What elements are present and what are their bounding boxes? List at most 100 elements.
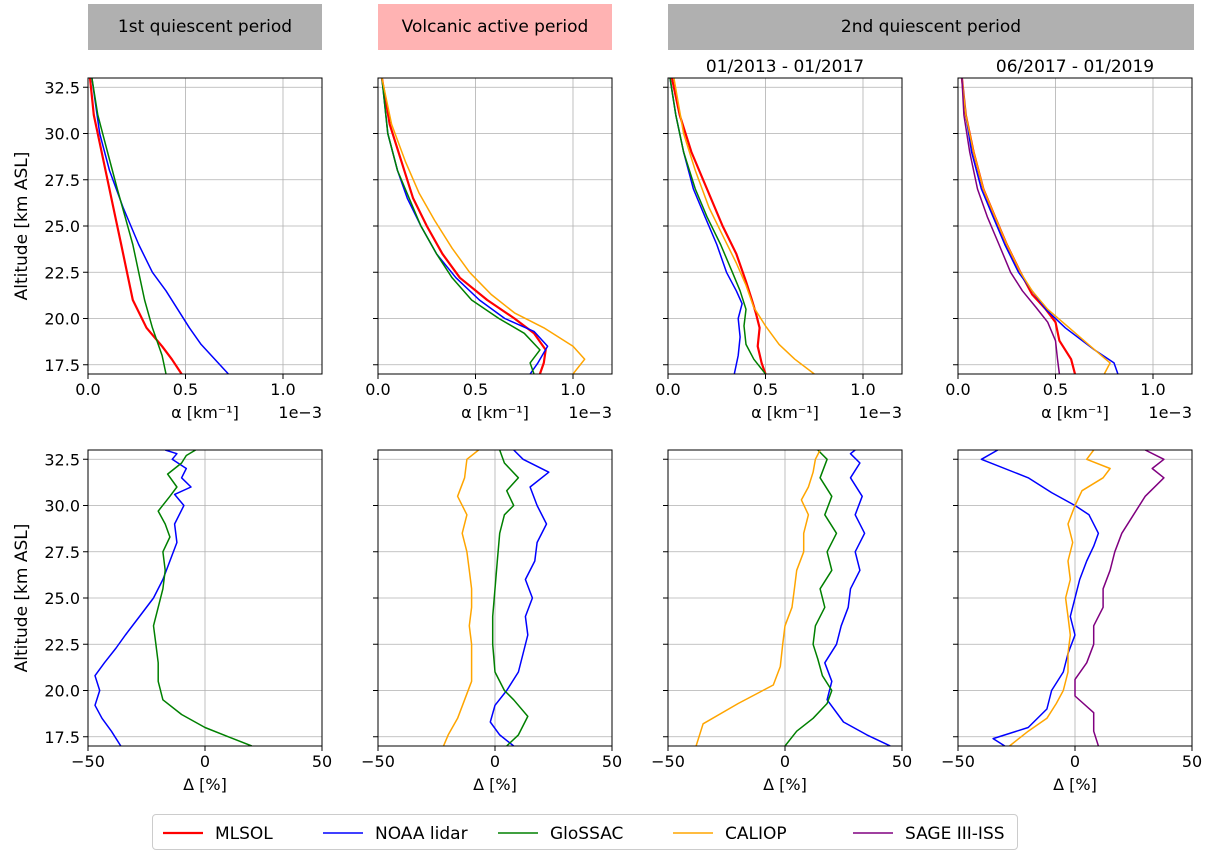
- series-line-mlsol: [88, 78, 183, 374]
- x-offset-label: 1e−3: [278, 403, 322, 422]
- series-line-sage-iii-iss: [961, 78, 1061, 374]
- x-tick-label: 0.0: [75, 380, 100, 399]
- series-group: [960, 78, 1119, 374]
- x-tick-label: 1.0: [1140, 380, 1165, 399]
- panel-r1c4: 0.0 0.5 1.0 α [km⁻¹] 1e−3 06/2017 - 01/2019: [945, 57, 1193, 422]
- x-tick-label: 50: [892, 752, 912, 771]
- series-group: [980, 450, 1165, 746]
- x-tick-label: 0.5: [1043, 380, 1068, 399]
- series-line-caliop: [961, 78, 1111, 374]
- y-tick-label: 27.5: [44, 171, 80, 190]
- legend-label-glossac: GloSSAC: [550, 824, 623, 844]
- x-tick-label: 0.5: [173, 380, 198, 399]
- series-line-caliop: [442, 450, 480, 746]
- series-group: [669, 78, 815, 374]
- series-line-caliop: [381, 78, 586, 374]
- series-line-glossac: [669, 78, 767, 374]
- series-line-mlsol: [670, 78, 767, 374]
- x-tick-label: 0: [780, 752, 790, 771]
- series-line-glossac: [784, 450, 838, 746]
- series-group: [88, 78, 229, 374]
- y-tick-label: 17.5: [44, 356, 80, 375]
- x-axis-label: α [km⁻¹]: [1041, 403, 1109, 422]
- series-line-noaa-lidar: [980, 450, 1100, 746]
- x-axis-label: α [km⁻¹]: [751, 403, 819, 422]
- y-tick-label: 32.5: [44, 78, 80, 97]
- x-tick-label: −50: [651, 752, 685, 771]
- panel-r2c1: −50 0 50 17.5 20.0 22.5 25.0 27.5 30.0 32.5 Δ [%] A…: [12, 449, 332, 794]
- header-first-quiescent: 1st quiescent period: [88, 4, 322, 50]
- legend-label-sage-iii-iss: SAGE III-ISS: [905, 824, 1005, 844]
- series-line-sage-iii-iss: [1074, 450, 1165, 746]
- panel-title: 06/2017 - 01/2019: [996, 57, 1154, 77]
- y-tick-label: 20.0: [44, 310, 80, 329]
- x-axis-label: α [km⁻¹]: [461, 403, 529, 422]
- y-tick-label: 30.0: [44, 125, 80, 144]
- panel-r2c4: −50 0 50 Δ [%]: [941, 449, 1202, 794]
- y-tick-label: 22.5: [44, 263, 80, 282]
- x-tick-label: −50: [941, 752, 975, 771]
- y-tick-label: 30.0: [44, 497, 80, 516]
- y-axis-label: Altitude [km ASL]: [12, 524, 32, 673]
- x-tick-label: 0.0: [945, 380, 970, 399]
- y-tick-label: 20.0: [44, 682, 80, 701]
- x-axis-label: Δ [%]: [473, 775, 517, 794]
- legend-label-mlsol: MLSOL: [215, 824, 273, 844]
- series-line-noaa-lidar: [489, 450, 550, 746]
- header-volcanic-active: Volcanic active period: [378, 4, 612, 50]
- series-line-glossac: [381, 78, 541, 374]
- x-tick-label: 50: [312, 752, 332, 771]
- x-tick-label: 0.0: [655, 380, 680, 399]
- y-axis-label: Altitude [km ASL]: [12, 152, 32, 301]
- x-tick-label: 50: [1182, 752, 1202, 771]
- x-tick-label: 50: [602, 752, 622, 771]
- series-line-glossac: [152, 450, 253, 746]
- x-tick-label: −50: [361, 752, 395, 771]
- y-tick-label: 25.0: [44, 217, 80, 236]
- panel-title: 01/2013 - 01/2017: [706, 57, 864, 77]
- series-line-caliop: [695, 450, 821, 746]
- y-tick-label: 32.5: [44, 450, 80, 469]
- series-group: [442, 450, 550, 746]
- legend-label-noaa-lidar: NOAA lidar: [375, 824, 468, 844]
- figure-panels: 0.0 0.5 1.0 17.5 20.0 22.5 25.0 27.5 30.0 32.5 α […: [12, 57, 1202, 794]
- legend-label-caliop: CALIOP: [725, 824, 787, 844]
- panel-r2c2: −50 0 50 Δ [%]: [361, 449, 622, 794]
- panel-r1c1: 0.0 0.5 1.0 17.5 20.0 22.5 25.0 27.5 30.0 32.5 α […: [12, 77, 323, 422]
- x-tick-label: 1.0: [850, 380, 875, 399]
- series-group: [695, 450, 891, 746]
- x-tick-label: −50: [71, 752, 105, 771]
- series-line-glossac: [91, 78, 167, 374]
- x-tick-label: 0.0: [365, 380, 390, 399]
- series-line-caliop: [1009, 450, 1111, 746]
- x-tick-label: 0: [1070, 752, 1080, 771]
- y-tick-label: 27.5: [44, 543, 80, 562]
- series-line-caliop: [673, 78, 815, 374]
- panel-r2c3: −50 0 50 Δ [%]: [651, 449, 912, 794]
- x-offset-label: 1e−3: [858, 403, 902, 422]
- x-tick-label: 0: [200, 752, 210, 771]
- series-group: [94, 450, 253, 746]
- panel-r1c3: 0.0 0.5 1.0 α [km⁻¹] 1e−3 01/2013 - 01/2017: [655, 57, 903, 422]
- legend: MLSOL NOAA lidar GloSSAC CALIOP SAGE III-ISS: [152, 814, 1018, 850]
- x-axis-label: Δ [%]: [763, 775, 807, 794]
- x-tick-label: 1.0: [560, 380, 585, 399]
- series-line-noaa-lidar: [94, 450, 192, 746]
- y-tick-label: 22.5: [44, 635, 80, 654]
- x-tick-label: 0.5: [463, 380, 488, 399]
- y-tick-label: 25.0: [44, 589, 80, 608]
- x-axis-label: Δ [%]: [1053, 775, 1097, 794]
- panel-r1c2: 0.0 0.5 1.0 α [km⁻¹] 1e−3: [365, 77, 613, 422]
- series-line-noaa-lidar: [824, 450, 891, 746]
- series-line-glossac: [491, 450, 529, 746]
- x-tick-label: 0.5: [753, 380, 778, 399]
- x-offset-label: 1e−3: [1148, 403, 1192, 422]
- x-axis-label: Δ [%]: [183, 775, 227, 794]
- series-line-noaa-lidar: [91, 78, 229, 374]
- x-axis-label: α [km⁻¹]: [171, 403, 239, 422]
- x-tick-label: 0: [490, 752, 500, 771]
- header-second-quiescent: 2nd quiescent period: [668, 4, 1194, 50]
- series-group: [380, 78, 586, 374]
- y-tick-label: 17.5: [44, 728, 80, 747]
- legend-entries: MLSOL NOAA lidar GloSSAC CALIOP SAGE III-ISS: [163, 824, 1005, 844]
